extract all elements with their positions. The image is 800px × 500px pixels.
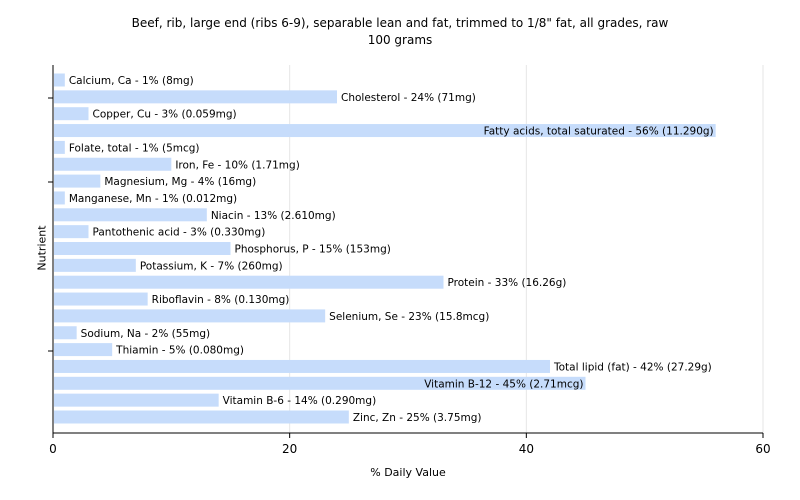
bar — [54, 225, 89, 239]
x-tick-label: 40 — [519, 442, 534, 456]
bar — [54, 140, 65, 154]
bar — [54, 90, 337, 104]
bar — [54, 258, 136, 272]
bar — [54, 275, 444, 289]
bar-label: Pantothenic acid - 3% (0.330mg) — [93, 227, 266, 239]
bar — [54, 174, 101, 188]
x-tick-label: 20 — [282, 442, 297, 456]
bar — [54, 242, 231, 255]
bar — [54, 107, 89, 121]
y-axis-label: Nutrient — [35, 225, 49, 271]
bar — [54, 124, 716, 138]
bar-label: Vitamin B-6 - 14% (0.290mg) — [223, 395, 377, 407]
bar-label: Calcium, Ca - 1% (8mg) — [69, 75, 194, 87]
x-tick-label: 0 — [49, 442, 57, 456]
bar-label: Thiamin - 5% (0.080mg) — [115, 345, 244, 357]
bar-label: Sodium, Na - 2% (55mg) — [81, 328, 210, 340]
bar — [54, 157, 172, 171]
bar-label: Folate, total - 1% (5mcg) — [69, 142, 200, 154]
bar — [54, 292, 148, 306]
bar-label: Iron, Fe - 10% (1.71mg) — [175, 159, 299, 171]
bar-label: Riboflavin - 8% (0.130mg) — [152, 294, 290, 306]
bar — [54, 326, 77, 340]
bar-label: Copper, Cu - 3% (0.059mg) — [93, 109, 237, 121]
bar-label: Fatty acids, total saturated - 56% (11.2… — [484, 126, 714, 138]
bar-label: Protein - 33% (16.26g) — [448, 277, 567, 289]
bar — [54, 393, 219, 407]
bar-label: Potassium, K - 7% (260mg) — [140, 260, 283, 272]
bar — [54, 376, 586, 390]
bar — [54, 191, 65, 205]
bar-label: Magnesium, Mg - 4% (16mg) — [104, 176, 256, 188]
x-axis-label: % Daily Value — [370, 466, 446, 479]
chart-title: Beef, rib, large end (ribs 6-9), separab… — [131, 16, 669, 30]
bar-label: Selenium, Se - 23% (15.8mcg) — [329, 311, 489, 323]
chart-subtitle: 100 grams — [367, 33, 433, 47]
bar-label: Zinc, Zn - 25% (3.75mg) — [353, 412, 482, 424]
bar-label: Cholesterol - 24% (71mg) — [341, 92, 476, 104]
x-tick-label: 60 — [755, 442, 770, 456]
bar — [54, 359, 550, 373]
bar-label: Manganese, Mn - 1% (0.012mg) — [69, 193, 237, 205]
bar — [54, 410, 349, 424]
bar-label: Total lipid (fat) - 42% (27.29g) — [553, 361, 712, 373]
bar — [54, 309, 326, 323]
bar-label: Phosphorus, P - 15% (153mg) — [235, 244, 391, 256]
bar — [54, 73, 65, 87]
bar-label: Niacin - 13% (2.610mg) — [211, 210, 336, 222]
bar-label: Vitamin B-12 - 45% (2.71mcg) — [424, 378, 583, 390]
bar — [54, 208, 207, 222]
bar — [54, 343, 113, 357]
